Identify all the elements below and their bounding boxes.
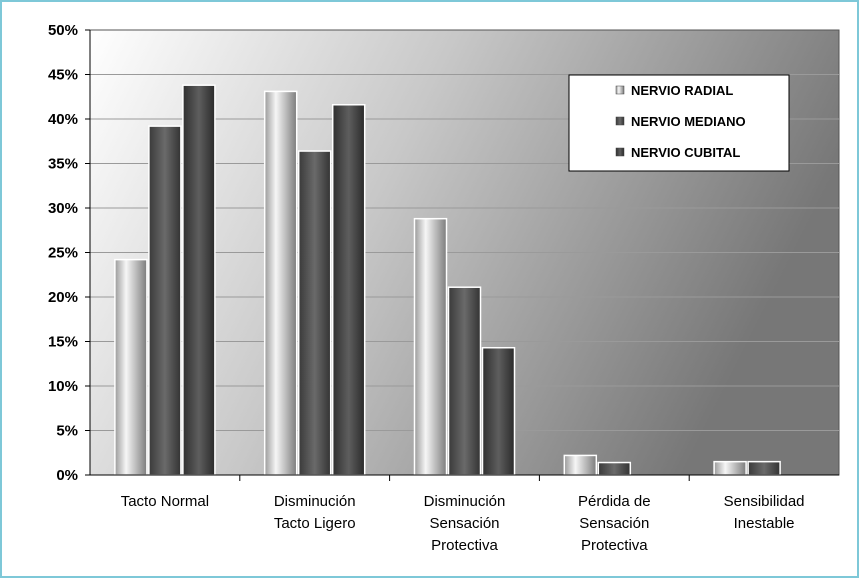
bars [90,84,839,481]
y-tick-label: 5% [56,423,78,440]
x-tick-label: Disminución Sensación Protectiva [424,493,506,554]
legend-label-cubital: NERVIO CUBITAL [631,145,740,160]
bar-radial [263,90,298,476]
bar-mediano [747,460,781,476]
bar-radial [563,454,598,476]
y-axis: 0% 5% 10% 15% 20% 25% 30% 35% 40% 45% 50% [48,22,91,484]
x-tick-label: Tacto Normal [121,493,209,510]
legend: NERVIO RADIAL NERVIO MEDIANO NERVIO CUBITA… [568,74,790,172]
bar-mediano [447,286,482,476]
bar-radial [713,460,747,476]
bar-radial [413,217,448,476]
y-tick-label: 35% [48,156,78,173]
x-tick-label: Disminución Tacto Ligero [274,493,356,532]
y-tick-label: 50% [48,22,78,39]
y-tick-label: 40% [48,111,78,128]
y-tick-label: 10% [48,378,78,395]
legend-box [568,74,790,172]
y-tick-label: 15% [48,334,78,351]
y-tick-label: 25% [48,245,78,262]
x-axis: Tacto Normal Disminución Tacto Ligero Dismi… [121,493,805,554]
bar-mediano [297,150,332,476]
legend-swatch-mediano [615,116,625,126]
y-tick-label: 0% [56,467,78,484]
legend-label-mediano: NERVIO MEDIANO [631,114,746,129]
y-tick-label: 30% [48,200,78,217]
x-tick-label: Pérdida de Sensación Protectiva [578,493,651,554]
y-tick-label: 45% [48,67,78,84]
bar-cubital [481,346,516,476]
bar-mediano [597,461,632,476]
legend-label-radial: NERVIO RADIAL [631,83,733,98]
legend-swatch-radial [615,85,625,95]
bar-cubital [182,84,216,476]
y-tick-label: 20% [48,289,78,306]
bar-cubital [331,104,366,476]
bar-mediano [148,125,182,476]
bar-radial [114,258,148,476]
x-tick-label: Sensibilidad Inestable [724,493,805,532]
legend-swatch-cubital [615,147,625,157]
